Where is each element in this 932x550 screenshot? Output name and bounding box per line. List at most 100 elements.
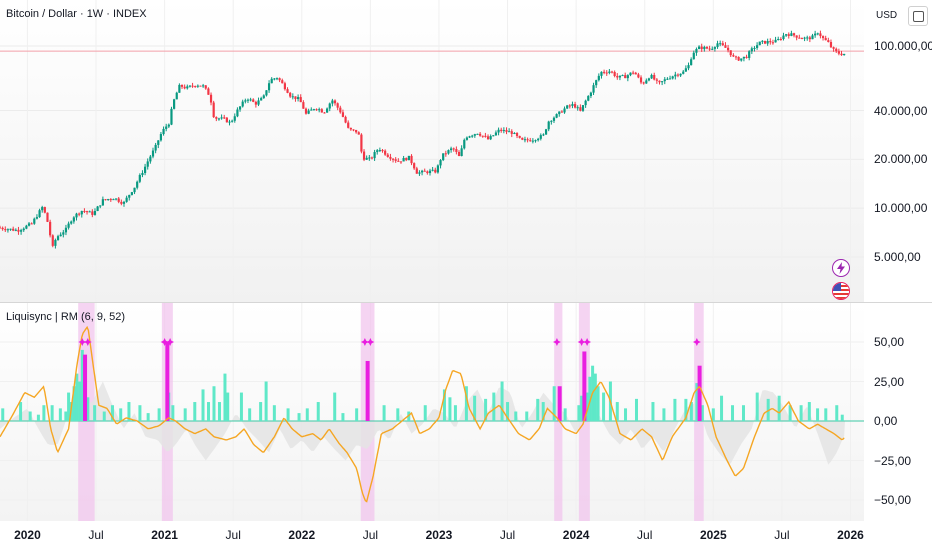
candle (732, 53, 735, 58)
candle (225, 117, 228, 123)
time-label: 2023 (425, 528, 453, 542)
candle (829, 39, 833, 49)
lightning-icon[interactable] (832, 259, 850, 277)
pane-separator[interactable] (0, 302, 932, 303)
time-label: 2025 (699, 528, 727, 542)
histogram-bar (588, 376, 592, 421)
candle (436, 164, 440, 174)
histogram-bar (75, 373, 79, 421)
candle (399, 161, 403, 164)
histogram-bar (119, 408, 123, 421)
candle (621, 74, 624, 77)
candle (785, 33, 788, 37)
candle (726, 44, 730, 53)
histogram-bar (448, 397, 452, 421)
candle (819, 30, 822, 39)
price-scale[interactable]: USD 100.000,00 40.000,00 20.000,00 10.000,0… (864, 0, 932, 302)
signal-bar (165, 342, 170, 421)
price-tick-label: 100.000,00 (874, 39, 932, 53)
candle (294, 96, 297, 102)
candle (397, 158, 400, 162)
candle (827, 37, 830, 43)
candle (542, 133, 545, 137)
candle (170, 106, 173, 126)
candle (518, 135, 521, 139)
candle (38, 208, 41, 218)
histogram-bar (146, 413, 150, 421)
candle (270, 77, 273, 84)
candle (291, 93, 294, 100)
histogram-bar (1, 408, 5, 421)
candle (236, 107, 239, 118)
candle (798, 34, 801, 39)
candle (83, 208, 86, 214)
signal-marker (583, 338, 592, 346)
candle (204, 85, 207, 90)
histogram-bar (212, 386, 216, 421)
candle (774, 36, 777, 43)
candle (133, 187, 136, 195)
candle (415, 166, 418, 174)
price-pane[interactable]: Bitcoin / Dollar · 1W · INDEX (0, 0, 864, 302)
us-flag-icon[interactable] (832, 282, 850, 300)
histogram-bar (777, 395, 781, 421)
candle (637, 72, 640, 79)
histogram-bar (264, 381, 268, 421)
candle (96, 205, 99, 212)
candle (803, 36, 806, 42)
indicator-scale[interactable]: 50,00 25,00 0,00 −25,00 −50,00 (864, 303, 932, 521)
candle (595, 79, 598, 88)
candle (51, 234, 54, 248)
candle (30, 222, 33, 225)
candle (428, 168, 432, 176)
candle (634, 71, 637, 75)
histogram-bar (651, 402, 655, 421)
candle (407, 155, 410, 161)
candle (173, 98, 176, 110)
candle (742, 56, 746, 62)
time-axis[interactable]: 2020 Jul 2021 Jul 2022 Jul 2023 Jul 2024 Jul 2025 J… (0, 521, 932, 550)
histogram-bar (689, 402, 693, 421)
candle (671, 75, 674, 80)
signal-marker (577, 338, 586, 346)
candle (241, 99, 244, 108)
candle (405, 157, 408, 162)
candle (54, 238, 57, 249)
candle (315, 108, 318, 111)
time-label: 2024 (562, 528, 590, 542)
indicator-chart (0, 303, 864, 521)
histogram-bar (80, 349, 84, 421)
candle (758, 41, 761, 46)
candle (355, 129, 358, 134)
candle (159, 131, 163, 142)
histogram-bar (596, 386, 600, 421)
candle (460, 145, 463, 157)
candle (650, 73, 653, 79)
candle (370, 156, 374, 160)
candle (260, 96, 263, 101)
candle (452, 147, 455, 152)
candle (114, 198, 118, 201)
histogram-bar (19, 402, 23, 421)
candle (790, 30, 793, 37)
candle (186, 84, 189, 90)
candle (27, 222, 31, 227)
histogram-bar (248, 408, 252, 421)
candle (326, 107, 329, 113)
candle (808, 35, 811, 43)
time-label: Jul (774, 528, 790, 542)
candle (486, 134, 490, 140)
candle (349, 127, 352, 131)
candle (753, 46, 756, 52)
candle (613, 70, 616, 78)
histogram-bar (157, 408, 161, 421)
candle (687, 62, 690, 71)
histogram-bar (127, 402, 131, 421)
histogram-bar (536, 398, 540, 421)
candle (653, 72, 656, 81)
candle (560, 110, 563, 113)
indicator-pane[interactable]: Liquisync | RM (6, 9, 52) (0, 303, 864, 521)
candle (616, 73, 619, 80)
chart-settings-icon[interactable] (908, 6, 928, 26)
candle (125, 195, 128, 203)
